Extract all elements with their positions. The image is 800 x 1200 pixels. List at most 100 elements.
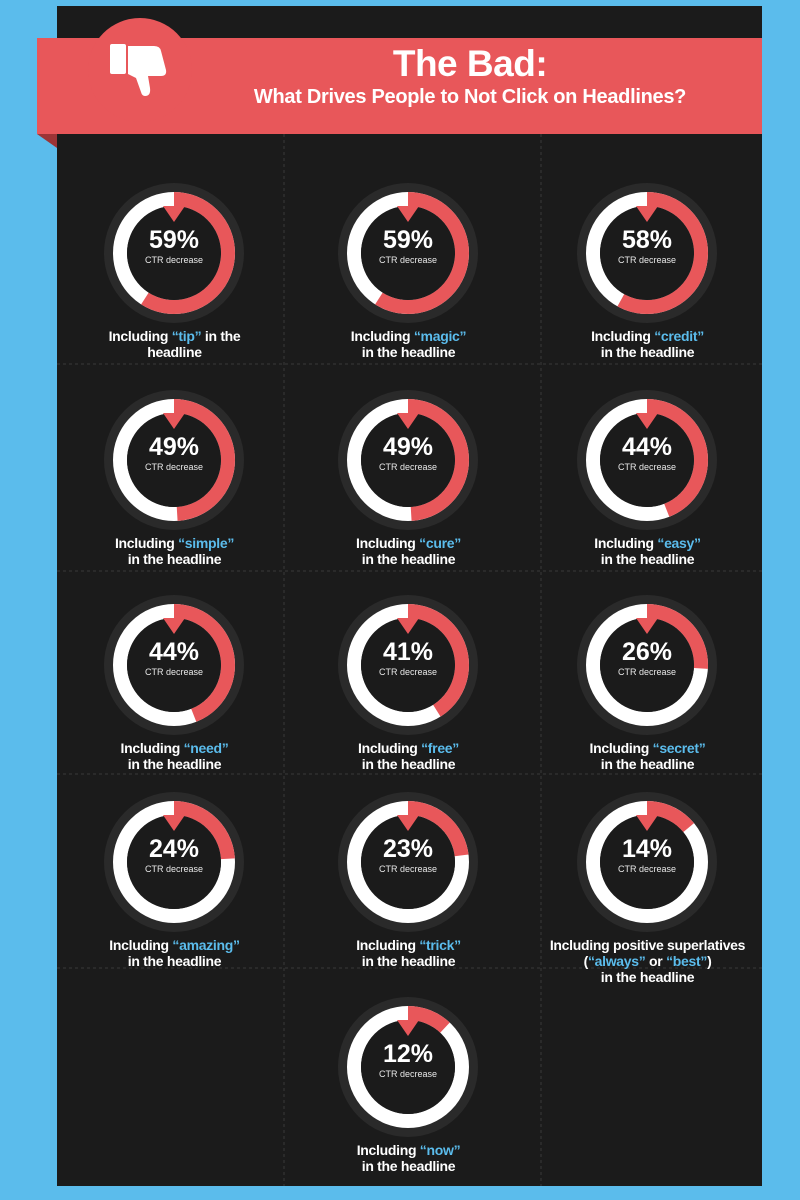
donut-value-arc — [347, 1006, 469, 1128]
metric-label: CTR decrease — [617, 667, 677, 677]
donut-chart: 49% CTR decrease — [337, 389, 479, 531]
donut-chart: 44% CTR decrease — [103, 594, 245, 736]
donut-center: 59% CTR decrease — [103, 182, 245, 324]
metric-label: CTR decrease — [378, 255, 438, 265]
caption-text: Including — [109, 937, 173, 953]
donut-value-arc — [113, 192, 235, 314]
donut-hole — [127, 413, 221, 507]
metric-label: CTR decrease — [378, 864, 438, 874]
caption-text: or — [645, 953, 667, 969]
donut-center: 26% CTR decrease — [576, 594, 718, 736]
caption-text: Including — [120, 740, 184, 756]
caption-keyword: “amazing” — [172, 937, 240, 953]
caption: Including “simple” in the headline — [57, 535, 292, 567]
caption-line: Including “amazing” — [57, 937, 292, 953]
stat-cell: 12% CTR decrease Including “now” in the hea… — [291, 982, 526, 1187]
down-arrow-icon — [163, 413, 185, 429]
donut-value-arc — [586, 192, 708, 314]
donut-hole — [361, 206, 455, 300]
down-arrow-icon — [397, 815, 419, 831]
caption-text: Including — [114, 535, 179, 551]
caption-keyword: “secret” — [652, 740, 706, 756]
donut-svg — [338, 595, 478, 735]
metric-label: CTR decrease — [617, 462, 677, 472]
down-arrow-icon — [163, 206, 185, 222]
caption-keyword: “best” — [666, 953, 708, 969]
caption: Including “free” in the headline — [291, 740, 526, 772]
percent-label: 14% — [621, 835, 673, 863]
donut-value-arc — [347, 192, 469, 314]
stat-cell: 23% CTR decrease Including “trick” in the h… — [291, 777, 526, 982]
donut-center: 44% CTR decrease — [576, 389, 718, 531]
donut-chart: 59% CTR decrease — [103, 182, 245, 324]
donut-value-arc — [586, 801, 708, 923]
donut-svg — [577, 183, 717, 323]
caption: Including “magic” in the headline — [291, 328, 526, 360]
caption-keyword: “free” — [421, 740, 459, 756]
metric-label: CTR decrease — [144, 864, 204, 874]
metric-label: CTR decrease — [378, 1069, 438, 1079]
caption-line: Including “now” — [291, 1142, 526, 1158]
caption-line: in the headline — [57, 756, 292, 772]
caption: Including “secret” in the headline — [530, 740, 765, 772]
caption: Including “tip” in the headline — [57, 328, 292, 360]
caption-line: Including “cure” — [291, 535, 526, 551]
stat-cell: 44% CTR decrease Including “easy” in the he… — [530, 375, 765, 580]
donut-center: 24% CTR decrease — [103, 791, 245, 933]
down-arrow-icon — [397, 1020, 419, 1036]
donut-svg — [577, 792, 717, 932]
stat-cell: 49% CTR decrease Including “simple” in the … — [57, 375, 292, 580]
metric-label: CTR decrease — [144, 462, 204, 472]
caption-text: Including — [358, 740, 422, 756]
caption-keyword: “credit” — [654, 328, 704, 344]
caption-text: in the headline — [600, 344, 695, 360]
caption: Including “credit” in the headline — [530, 328, 765, 360]
caption-line: in the headline — [57, 551, 292, 567]
caption-line: Including “secret” — [530, 740, 765, 756]
stat-cell: 41% CTR decrease Including “free” in the he… — [291, 580, 526, 785]
donut-hole — [600, 815, 694, 909]
banner-fold — [37, 134, 57, 148]
metric-label: CTR decrease — [144, 255, 204, 265]
stat-cell: 49% CTR decrease Including “cure” in the he… — [291, 375, 526, 580]
page-subtitle: What Drives People to Not Click on Headl… — [253, 86, 687, 108]
donut-chart: 14% CTR decrease — [576, 791, 718, 933]
percent-label: 58% — [621, 226, 673, 254]
donut-hole — [361, 1020, 455, 1114]
donut-center: 14% CTR decrease — [576, 791, 718, 933]
donut-center: 41% CTR decrease — [337, 594, 479, 736]
donut-chart: 23% CTR decrease — [337, 791, 479, 933]
percent-label: 59% — [148, 226, 200, 254]
caption-text: in the headline — [361, 756, 456, 772]
down-arrow-icon — [163, 618, 185, 634]
donut-svg — [104, 390, 244, 530]
metric-label: CTR decrease — [144, 667, 204, 677]
caption-line: Including positive superlatives — [530, 937, 765, 953]
donut-svg — [104, 792, 244, 932]
caption: Including “cure” in the headline — [291, 535, 526, 567]
caption: Including “need” in the headline — [57, 740, 292, 772]
metric-label: CTR decrease — [378, 462, 438, 472]
thumbs-down-badge — [88, 18, 192, 122]
down-arrow-icon — [397, 618, 419, 634]
donut-chart: 44% CTR decrease — [576, 389, 718, 531]
donut-hole — [361, 413, 455, 507]
caption-text: ) — [707, 953, 712, 969]
caption-text: Including — [356, 937, 420, 953]
caption-keyword: “simple” — [178, 535, 235, 551]
donut-center: 23% CTR decrease — [337, 791, 479, 933]
donut-hole — [127, 206, 221, 300]
percent-label: 23% — [382, 835, 434, 863]
caption-text: in the headline — [127, 756, 222, 772]
donut-center: 44% CTR decrease — [103, 594, 245, 736]
down-arrow-icon — [636, 206, 658, 222]
caption-text: Including — [591, 328, 655, 344]
percent-label: 41% — [382, 638, 434, 666]
caption: Including “easy” in the headline — [530, 535, 765, 567]
donut-chart: 49% CTR decrease — [103, 389, 245, 531]
caption-text: Including — [356, 1142, 420, 1158]
percent-label: 12% — [382, 1040, 434, 1068]
caption-line: in the headline — [291, 1158, 526, 1174]
donut-value-arc — [113, 604, 235, 726]
caption-text: Including — [594, 535, 658, 551]
